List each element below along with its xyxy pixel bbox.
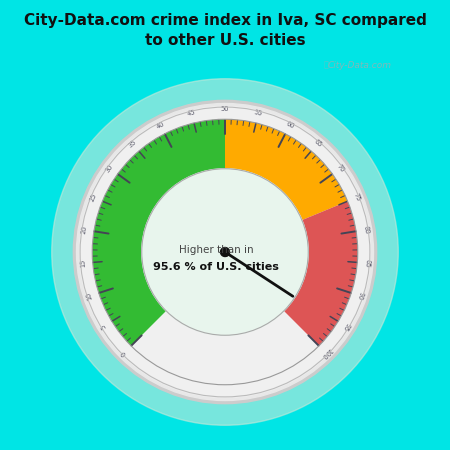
Text: 100: 100 [320, 346, 333, 360]
Text: City-Data.com crime index in Iva, SC compared
to other U.S. cities: City-Data.com crime index in Iva, SC com… [23, 14, 427, 48]
Text: 25: 25 [89, 192, 98, 202]
Text: 40: 40 [155, 120, 166, 130]
Text: 50: 50 [221, 106, 229, 112]
Wedge shape [92, 119, 225, 346]
Text: 10: 10 [85, 291, 94, 301]
Text: 20: 20 [81, 225, 88, 234]
Text: 0: 0 [121, 349, 128, 356]
Text: 5: 5 [100, 323, 107, 330]
Circle shape [142, 169, 308, 335]
Text: 60: 60 [284, 120, 295, 130]
Circle shape [223, 250, 230, 256]
Text: 30: 30 [105, 163, 114, 173]
Wedge shape [284, 201, 358, 346]
Text: 90: 90 [356, 291, 365, 301]
Text: 95: 95 [342, 321, 351, 332]
Text: 15: 15 [80, 259, 86, 268]
Text: 35: 35 [127, 139, 138, 148]
Text: 45: 45 [187, 109, 197, 117]
Text: 65: 65 [312, 139, 323, 148]
Circle shape [73, 100, 377, 404]
Circle shape [80, 107, 370, 397]
Text: City-Data.com: City-Data.com [328, 61, 392, 70]
Text: 55: 55 [253, 109, 263, 117]
Circle shape [52, 79, 398, 425]
Wedge shape [225, 119, 348, 220]
Text: 70: 70 [336, 163, 345, 173]
Circle shape [76, 104, 373, 400]
Text: 75: 75 [352, 192, 361, 202]
Text: 95.6 % of U.S. cities: 95.6 % of U.S. cities [153, 262, 279, 272]
Text: Higher than in: Higher than in [179, 245, 253, 255]
Circle shape [220, 248, 230, 256]
Text: 80: 80 [362, 225, 369, 234]
Text: 85: 85 [364, 259, 370, 268]
Text: 📊: 📊 [324, 61, 329, 70]
